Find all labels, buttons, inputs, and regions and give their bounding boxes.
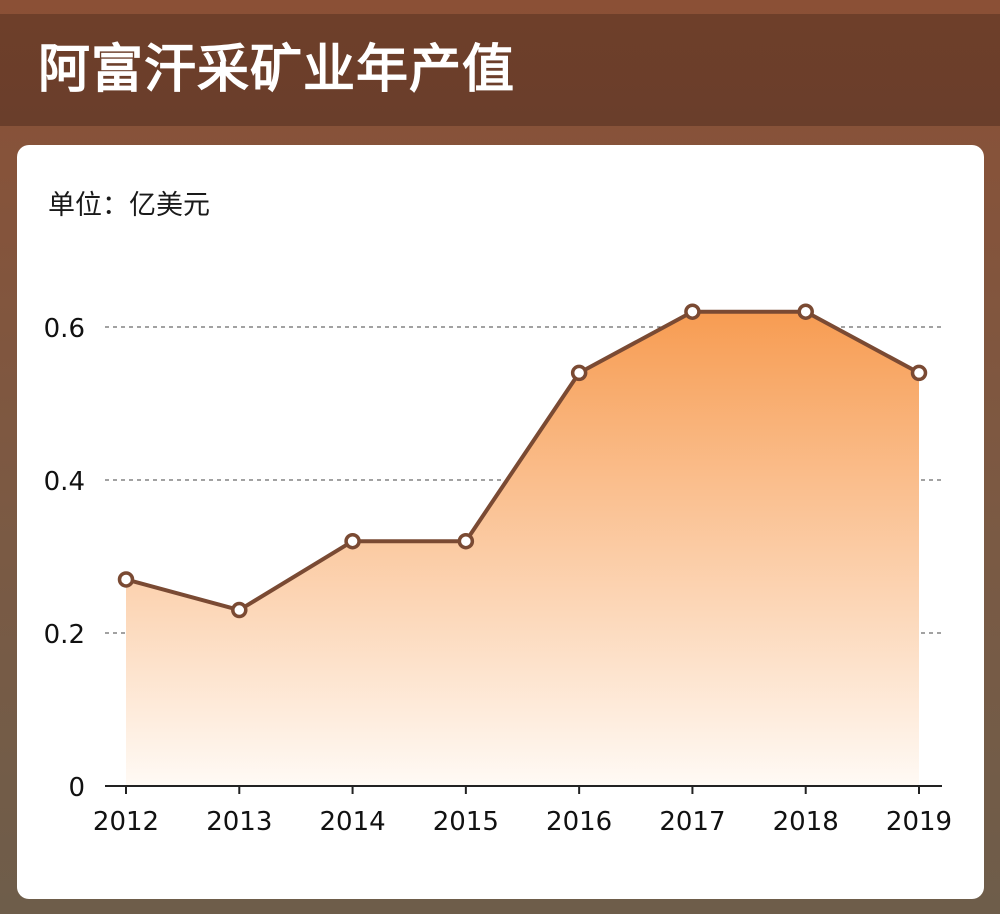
data-point	[570, 364, 588, 382]
y-tick-label: 0.2	[44, 620, 85, 650]
series-line-group	[125, 309, 920, 613]
x-tick-label: 2016	[546, 807, 612, 837]
x-axis-labels: 2012 2013 2014 2015 2016 2017 2018 2019	[93, 807, 952, 837]
x-tick-label: 2013	[206, 807, 272, 837]
data-points	[117, 303, 928, 619]
data-point	[797, 303, 814, 320]
y-tick-label: 0.6	[44, 314, 85, 344]
data-point	[684, 303, 701, 320]
data-point	[457, 532, 475, 550]
y-tick-label: 0	[68, 773, 85, 803]
x-tick-label: 2012	[93, 807, 159, 837]
y-axis-ticks: 0 0.2 0.4 0.6	[44, 314, 85, 803]
series-line	[125, 309, 920, 613]
y-tick-label: 0.4	[44, 467, 85, 497]
area-fill-group	[126, 311, 919, 786]
x-axis-tick-marks	[125, 786, 920, 794]
data-point	[344, 532, 361, 550]
x-tick-label: 2014	[319, 807, 385, 837]
area-fill	[126, 311, 919, 786]
x-tick-label: 2018	[773, 807, 839, 837]
x-tick-label: 2017	[659, 807, 725, 837]
data-point	[910, 364, 928, 382]
data-point	[117, 571, 135, 588]
x-tick-label: 2019	[886, 807, 952, 837]
title-bar	[0, 14, 1000, 126]
x-tick-label: 2015	[433, 807, 499, 837]
data-point	[231, 601, 248, 619]
page-title: 阿富汗采矿业年产值	[38, 40, 516, 100]
unit-label: 单位：亿美元	[48, 190, 210, 221]
